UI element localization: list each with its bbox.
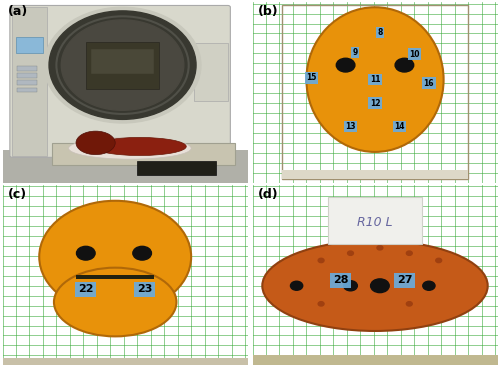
Bar xyxy=(282,170,468,179)
Ellipse shape xyxy=(54,268,176,337)
Text: 9: 9 xyxy=(353,48,358,57)
Ellipse shape xyxy=(306,7,444,152)
Ellipse shape xyxy=(76,131,115,155)
Text: 10: 10 xyxy=(409,50,420,59)
Bar xyxy=(2,150,248,183)
Bar xyxy=(52,143,236,165)
Circle shape xyxy=(370,279,389,293)
FancyBboxPatch shape xyxy=(10,6,230,157)
Circle shape xyxy=(344,281,357,291)
Bar xyxy=(86,42,160,89)
Bar xyxy=(76,275,154,279)
Circle shape xyxy=(62,20,184,110)
Ellipse shape xyxy=(39,201,191,313)
Circle shape xyxy=(395,58,413,72)
Circle shape xyxy=(406,302,412,306)
FancyBboxPatch shape xyxy=(16,37,43,54)
Bar xyxy=(17,66,37,70)
Text: (d): (d) xyxy=(258,188,278,201)
Bar xyxy=(12,7,46,156)
Circle shape xyxy=(406,251,412,255)
Text: 13: 13 xyxy=(345,122,356,131)
Text: 14: 14 xyxy=(394,122,405,131)
Circle shape xyxy=(336,58,355,72)
Text: 27: 27 xyxy=(396,275,412,285)
Text: 22: 22 xyxy=(78,284,94,294)
Circle shape xyxy=(76,246,95,260)
Bar xyxy=(17,80,37,85)
Text: (b): (b) xyxy=(258,6,278,18)
FancyBboxPatch shape xyxy=(338,197,421,241)
Text: 15: 15 xyxy=(306,73,316,82)
Text: 28: 28 xyxy=(333,275,348,285)
Circle shape xyxy=(377,246,383,250)
Ellipse shape xyxy=(262,241,488,331)
Ellipse shape xyxy=(68,137,191,159)
Circle shape xyxy=(318,302,324,306)
Text: R10 L: R10 L xyxy=(357,216,393,229)
Text: (a): (a) xyxy=(8,6,28,18)
Circle shape xyxy=(348,251,354,255)
Circle shape xyxy=(133,246,152,260)
Bar xyxy=(252,355,498,365)
Bar xyxy=(137,161,216,175)
Circle shape xyxy=(436,258,442,263)
Circle shape xyxy=(49,11,196,120)
Circle shape xyxy=(318,258,324,263)
Circle shape xyxy=(423,281,435,290)
Bar xyxy=(17,88,37,92)
Bar xyxy=(17,73,37,78)
Circle shape xyxy=(290,281,302,290)
Circle shape xyxy=(44,7,201,123)
Text: 8: 8 xyxy=(377,28,382,37)
Text: (c): (c) xyxy=(8,188,26,201)
Bar xyxy=(2,358,248,365)
Bar xyxy=(282,6,468,179)
Ellipse shape xyxy=(93,137,186,156)
Text: 12: 12 xyxy=(370,99,380,108)
FancyBboxPatch shape xyxy=(328,197,422,244)
Bar xyxy=(90,49,154,74)
Text: 23: 23 xyxy=(137,284,152,294)
Text: 16: 16 xyxy=(424,79,434,88)
Text: 11: 11 xyxy=(370,75,380,84)
Bar xyxy=(194,44,228,101)
